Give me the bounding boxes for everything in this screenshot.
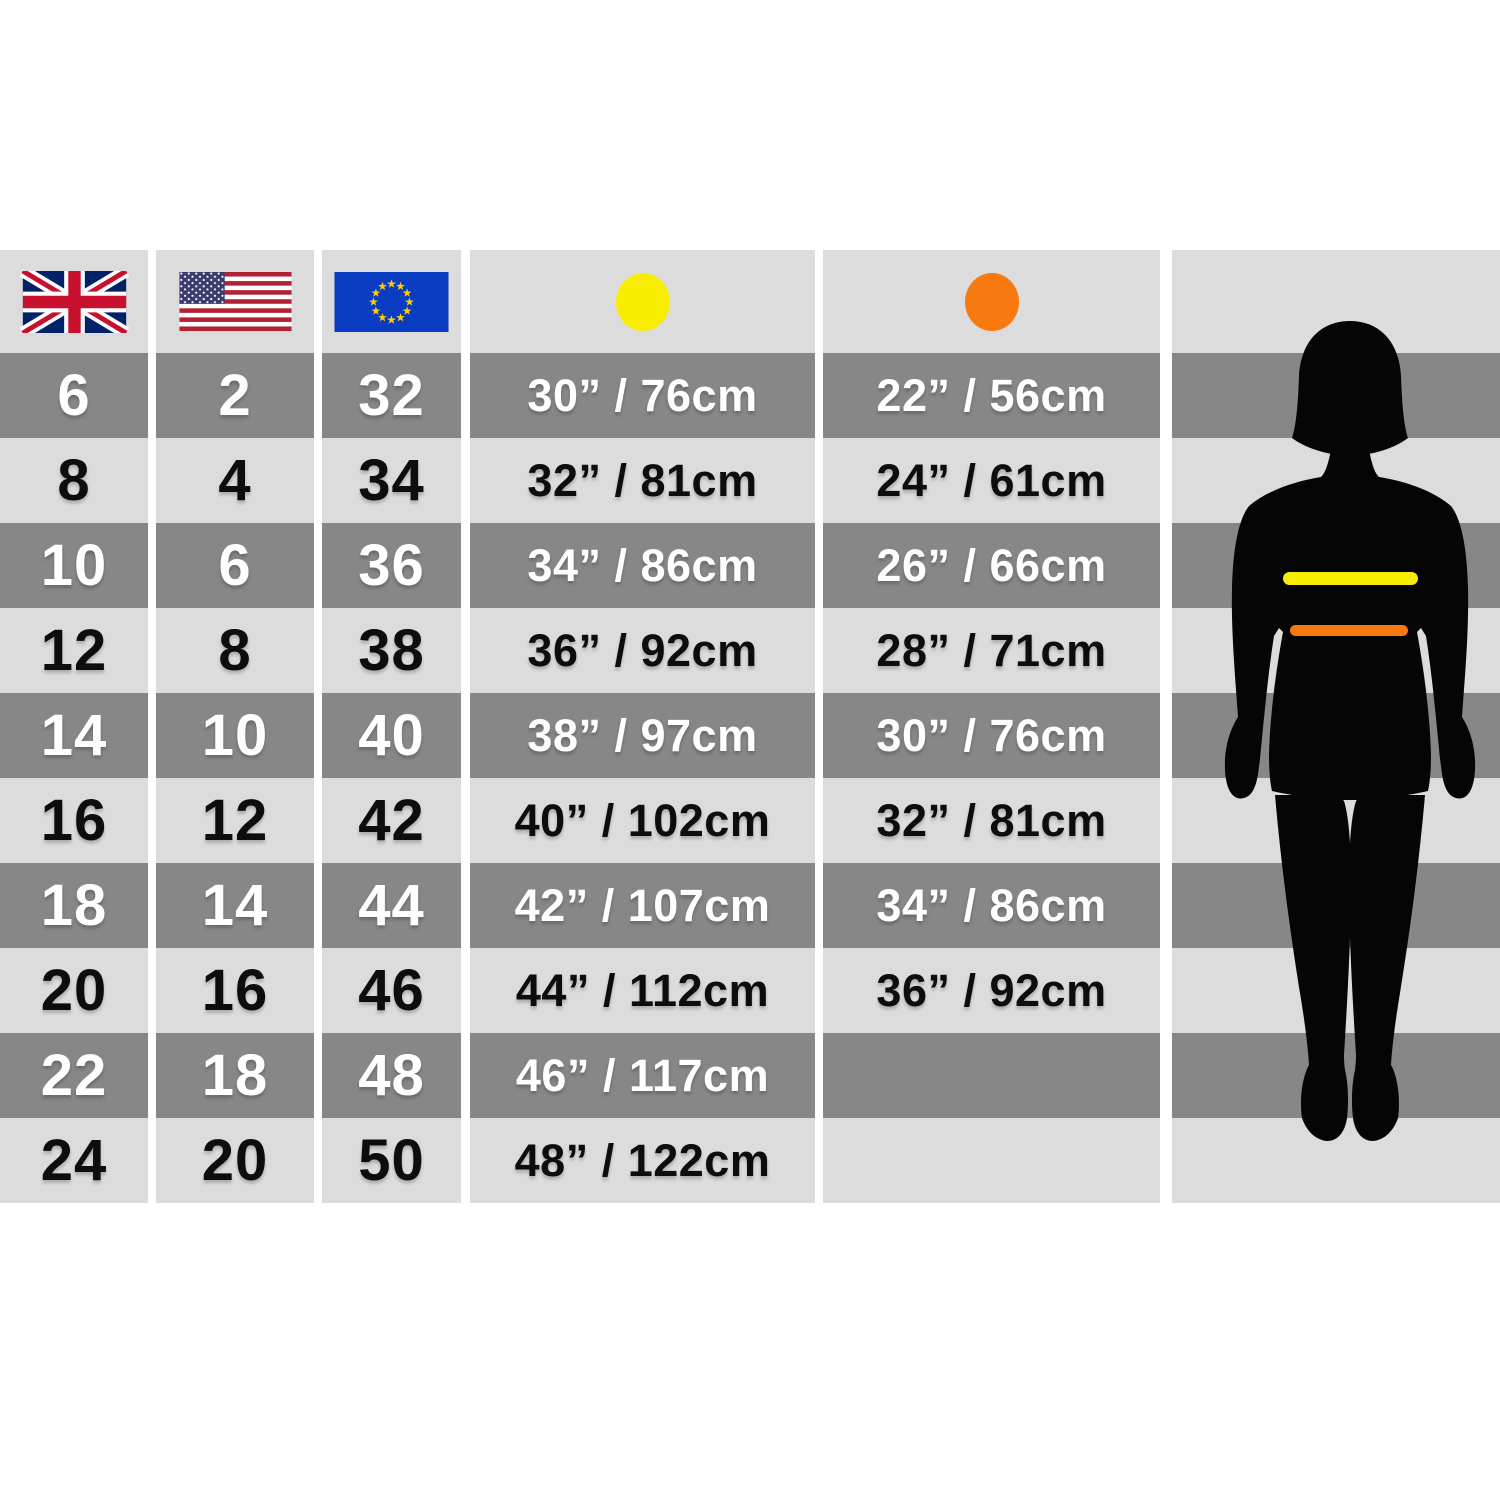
waist-cell [823, 1033, 1160, 1118]
eu-flag-header-cell [322, 250, 461, 353]
waist-dot-icon [964, 272, 1019, 331]
bust-cell: 30” / 76cm [470, 353, 815, 438]
eu-flag-icon [334, 271, 449, 332]
uk-size-cell: 6 [0, 353, 148, 438]
eu-size-cell: 50 [322, 1118, 461, 1203]
eu-size-cell: 40 [322, 693, 461, 778]
us-size-cell: 8 [156, 608, 314, 693]
waist-cell: 24” / 61cm [823, 438, 1160, 523]
us-flag-header-cell [156, 250, 314, 353]
woman-body-silhouette [1224, 321, 1476, 1141]
eu-size-cell: 44 [322, 863, 461, 948]
column-us-sizes: 2 4 6 8 10 12 14 16 18 20 [156, 250, 314, 1203]
waist-cell: 22” / 56cm [823, 353, 1160, 438]
column-bust-measurements: 30” / 76cm 32” / 81cm 34” / 86cm 36” / 9… [470, 250, 815, 1203]
uk-size-cell: 10 [0, 523, 148, 608]
waist-cell: 36” / 92cm [823, 948, 1160, 1033]
us-size-cell: 10 [156, 693, 314, 778]
bust-cell: 46” / 117cm [470, 1033, 815, 1118]
bust-cell: 48” / 122cm [470, 1118, 815, 1203]
waist-cell: 34” / 86cm [823, 863, 1160, 948]
us-size-cell: 12 [156, 778, 314, 863]
silhouette-panel [1172, 250, 1500, 1203]
bust-cell: 34” / 86cm [470, 523, 815, 608]
us-size-cell: 18 [156, 1033, 314, 1118]
bust-dot-header-cell [470, 250, 815, 353]
silhouette-body [1224, 446, 1476, 800]
uk-size-cell: 14 [0, 693, 148, 778]
us-size-cell: 2 [156, 353, 314, 438]
waist-cell: 28” / 71cm [823, 608, 1160, 693]
waist-dot-header-cell [823, 250, 1160, 353]
uk-size-cell: 8 [0, 438, 148, 523]
column-uk-sizes: 6 8 10 12 14 16 18 20 22 24 [0, 250, 148, 1203]
waist-cell [823, 1118, 1160, 1203]
waist-cell: 26” / 66cm [823, 523, 1160, 608]
column-eu-sizes: 32 34 36 38 40 42 44 46 48 50 [322, 250, 461, 1203]
bust-line [1283, 572, 1418, 585]
uk-flag-icon [19, 270, 129, 333]
eu-size-cell: 48 [322, 1033, 461, 1118]
waist-cell: 30” / 76cm [823, 693, 1160, 778]
silhouette-right-leg [1349, 795, 1425, 1141]
bust-dot-icon [615, 272, 670, 331]
eu-size-cell: 42 [322, 778, 461, 863]
eu-size-cell: 46 [322, 948, 461, 1033]
bust-cell: 42” / 107cm [470, 863, 815, 948]
bust-cell: 36” / 92cm [470, 608, 815, 693]
bust-cell: 40” / 102cm [470, 778, 815, 863]
silhouette-left-leg [1275, 795, 1351, 1141]
waist-line [1290, 625, 1408, 636]
bust-cell: 38” / 97cm [470, 693, 815, 778]
us-size-cell: 16 [156, 948, 314, 1033]
silhouette-head [1292, 321, 1408, 454]
eu-size-cell: 34 [322, 438, 461, 523]
bust-cell: 44” / 112cm [470, 948, 815, 1033]
uk-size-cell: 12 [0, 608, 148, 693]
eu-size-cell: 32 [322, 353, 461, 438]
uk-size-cell: 16 [0, 778, 148, 863]
uk-flag-header-cell [0, 250, 148, 353]
uk-size-cell: 22 [0, 1033, 148, 1118]
us-size-cell: 6 [156, 523, 314, 608]
us-size-cell: 14 [156, 863, 314, 948]
us-flag-icon [178, 272, 292, 331]
eu-size-cell: 36 [322, 523, 461, 608]
eu-size-cell: 38 [322, 608, 461, 693]
column-waist-measurements: 22” / 56cm 24” / 61cm 26” / 66cm 28” / 7… [823, 250, 1160, 1203]
waist-cell: 32” / 81cm [823, 778, 1160, 863]
uk-size-cell: 20 [0, 948, 148, 1033]
size-conversion-table: 6 8 10 12 14 16 18 20 22 24 [0, 250, 1500, 1203]
uk-size-cell: 24 [0, 1118, 148, 1203]
us-size-cell: 20 [156, 1118, 314, 1203]
us-size-cell: 4 [156, 438, 314, 523]
bust-cell: 32” / 81cm [470, 438, 815, 523]
uk-size-cell: 18 [0, 863, 148, 948]
